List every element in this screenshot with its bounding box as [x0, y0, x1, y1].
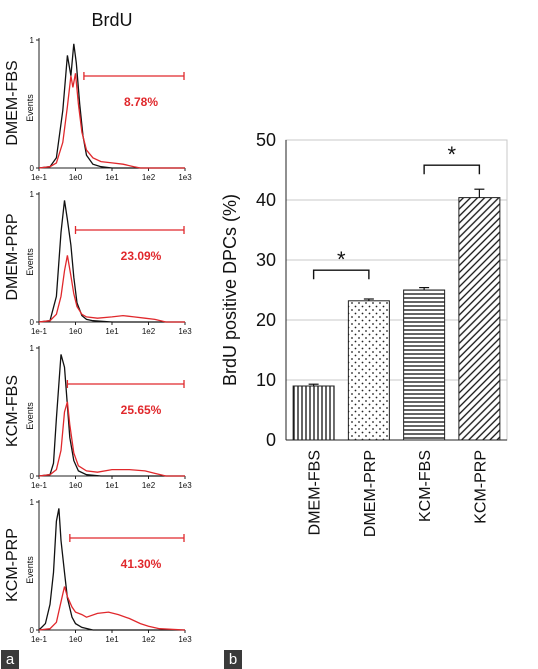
x-tick-label: 1e3	[178, 327, 192, 336]
y-tick-label: 0	[266, 430, 276, 450]
panel-label-b: b	[224, 650, 242, 669]
y-axis-label: Events	[25, 402, 35, 430]
gate-percentage: 25.65%	[121, 403, 162, 417]
bar	[458, 197, 501, 441]
control-histogram-line	[38, 43, 185, 169]
bar	[292, 385, 335, 441]
x-tick-label: KCM-FBS	[417, 450, 434, 522]
x-tick-label: 1e1	[105, 481, 119, 490]
panel-label-a: a	[1, 650, 19, 669]
control-histogram-line	[38, 200, 185, 323]
x-tick-label: 1e2	[142, 635, 156, 644]
condition-label: KCM-FBS	[4, 375, 21, 447]
histogram-panel: 0 1 1e-1 1e0 1e1 1e2 1e3 Events DMEM-PRP 23.09%	[4, 190, 192, 336]
y-axis-label: Events	[25, 556, 35, 584]
x-tick-label: 1e-1	[31, 635, 48, 644]
significance-bracket	[423, 164, 481, 175]
y-axis-label: BrdU positive DPCs (%)	[220, 194, 240, 386]
x-tick-label: 1e2	[142, 173, 156, 182]
bar	[403, 289, 446, 441]
y-tick-label: 10	[256, 370, 276, 390]
condition-label: KCM-PRP	[4, 528, 21, 602]
x-tick-label: 1e3	[178, 635, 192, 644]
significance-marker: *	[447, 142, 456, 167]
x-tick-label: 1e-1	[31, 481, 48, 490]
condition-label: DMEM-FBS	[4, 60, 21, 145]
y-tick-label: 20	[256, 310, 276, 330]
y-tick-label: 40	[256, 190, 276, 210]
bar	[347, 300, 390, 441]
y-axis-label: Events	[25, 248, 35, 276]
significance-bracket	[312, 269, 370, 280]
control-histogram-line	[38, 508, 185, 631]
y-axis-label: Events	[25, 94, 35, 122]
gate-percentage: 8.78%	[124, 95, 158, 109]
flow-cytometry-panels: BrdU 0 1 1e-1 1e0 1e1 1e2 1e3 Events DMEM-FBS 8.78…	[4, 10, 192, 644]
y-tick-label: 0	[30, 626, 35, 635]
y-tick-label: 0	[30, 164, 35, 173]
bar-chart: 0 10 20 30 40 50 BrdU positive DPCs (%) DMEM-FB…	[220, 130, 508, 537]
histogram-panel: 0 1 1e-1 1e0 1e1 1e2 1e3 Events KCM-FBS 25.65%	[4, 344, 192, 490]
x-tick-label: 1e3	[178, 173, 192, 182]
gate-percentage: 23.09%	[121, 249, 162, 263]
x-tick-label: 1e3	[178, 481, 192, 490]
x-tick-label: 1e0	[69, 481, 83, 490]
y-tick-label: 1	[30, 190, 35, 199]
y-tick-label: 1	[30, 344, 35, 353]
y-tick-label: 0	[30, 318, 35, 327]
x-tick-label: 1e2	[142, 481, 156, 490]
sample-histogram-line	[38, 73, 185, 169]
y-tick-label: 30	[256, 250, 276, 270]
condition-label: DMEM-PRP	[4, 213, 21, 300]
x-tick-label: DMEM-FBS	[307, 450, 324, 535]
x-tick-label: 1e1	[105, 635, 119, 644]
histogram-panel: 0 1 1e-1 1e0 1e1 1e2 1e3 Events KCM-PRP 41.30%	[4, 498, 192, 644]
flow-title: BrdU	[91, 10, 132, 30]
control-histogram-line	[38, 354, 185, 477]
sample-histogram-line	[38, 586, 186, 631]
x-tick-label: 1e1	[105, 173, 119, 182]
x-tick-label: 1e-1	[31, 173, 48, 182]
x-tick-label: 1e0	[69, 173, 83, 182]
gate-percentage: 41.30%	[121, 557, 162, 571]
y-tick-label: 1	[30, 36, 35, 45]
y-tick-label: 1	[30, 498, 35, 507]
x-tick-label: DMEM-PRP	[362, 450, 379, 537]
y-tick-label: 50	[256, 130, 276, 150]
x-tick-label: 1e0	[69, 635, 83, 644]
sample-histogram-line	[38, 255, 185, 323]
y-tick-label: 0	[30, 472, 35, 481]
sample-histogram-line	[38, 401, 185, 477]
x-tick-label: 1e2	[142, 327, 156, 336]
x-tick-label: 1e-1	[31, 327, 48, 336]
x-tick-label: KCM-PRP	[472, 450, 489, 524]
x-tick-label: 1e0	[69, 327, 83, 336]
x-tick-label: 1e1	[105, 327, 119, 336]
histogram-panel: 0 1 1e-1 1e0 1e1 1e2 1e3 Events DMEM-FBS 8.78%	[4, 36, 192, 182]
significance-marker: *	[337, 247, 346, 272]
